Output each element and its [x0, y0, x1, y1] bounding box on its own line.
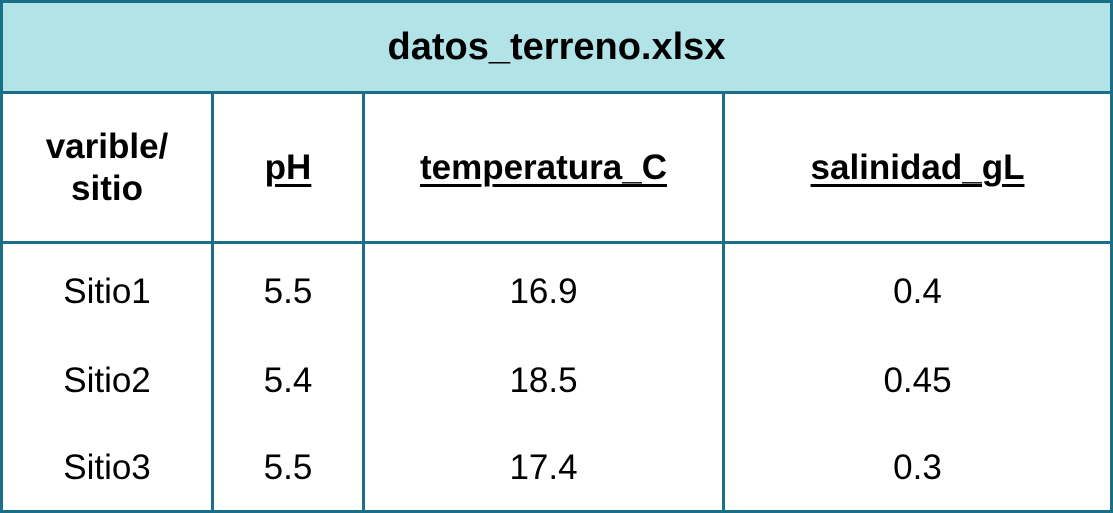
column-header-temperatura: temperatura_C: [419, 147, 668, 187]
table-grid: varible/ sitio pH temperatura_C salinida…: [3, 94, 1110, 510]
header-corner-line-1: varible/: [45, 126, 169, 166]
row-3-temperatura: 17.4: [509, 448, 578, 487]
table-title: datos_terreno.xlsx: [3, 3, 1110, 94]
column-header-salinidad: salinidad_gL: [810, 147, 1025, 187]
row-3-salinidad: 0.3: [893, 448, 942, 487]
column-header-ph: pH: [264, 147, 312, 187]
row-2-site: Sitio2: [63, 361, 151, 400]
header-corner-line-2: sitio: [71, 168, 143, 208]
row-3-ph: 5.5: [263, 448, 313, 487]
header-corner-cell: varible/ sitio: [3, 94, 211, 241]
column-divider: [722, 94, 725, 510]
row-2-salinidad: 0.45: [883, 361, 952, 400]
row-3-site: Sitio3: [63, 448, 151, 487]
row-1-salinidad: 0.4: [893, 272, 942, 311]
header-divider: [3, 241, 1110, 244]
row-2-ph: 5.4: [263, 361, 313, 400]
row-1-site: Sitio1: [63, 272, 151, 311]
row-1-temperatura: 16.9: [509, 272, 578, 311]
column-divider: [362, 94, 365, 510]
row-2-temperatura: 18.5: [509, 361, 578, 400]
row-1-ph: 5.5: [263, 272, 313, 311]
column-divider: [211, 94, 214, 510]
